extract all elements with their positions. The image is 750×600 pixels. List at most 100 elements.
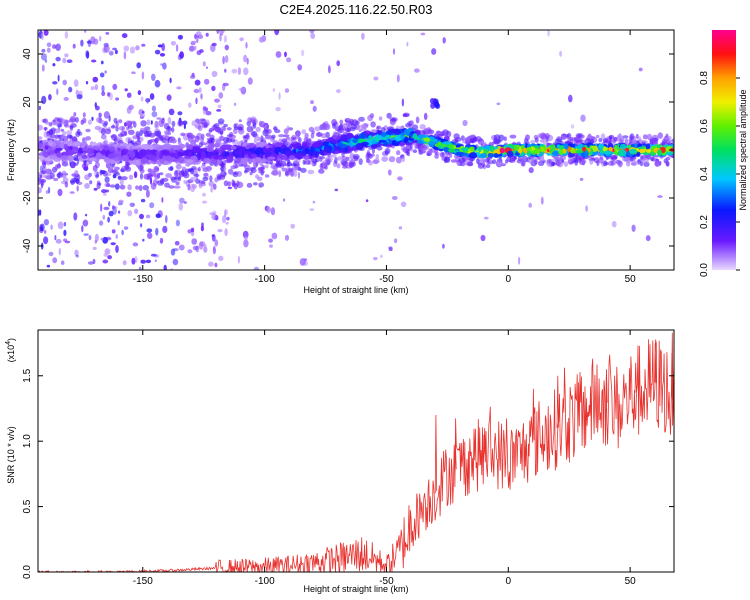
spectrogram-halo-blob bbox=[119, 184, 126, 190]
spectrogram-halo-blob bbox=[216, 173, 223, 179]
spectrogram-halo-blob bbox=[187, 134, 191, 138]
spectrogram-noise-blob bbox=[41, 53, 47, 61]
spectrogram-noise-blob bbox=[237, 67, 242, 75]
spectrogram-halo-blob bbox=[214, 126, 220, 133]
spectrogram-ridge-blob bbox=[629, 148, 637, 155]
spectrogram-noise-blob bbox=[46, 264, 51, 268]
spectrogram-halo-blob bbox=[270, 165, 277, 169]
spectrogram-halo-blob bbox=[278, 134, 285, 138]
spectrogram-ridge-blob bbox=[241, 147, 246, 153]
spectrogram-noise-blob bbox=[170, 248, 176, 256]
spectrogram-ridge-blob bbox=[213, 142, 221, 148]
spectrogram-noise-blob bbox=[210, 43, 216, 53]
spectrogram-halo-blob bbox=[349, 118, 355, 126]
spectrogram-ridge-blob bbox=[423, 137, 431, 142]
spectrogram-halo-blob bbox=[454, 137, 462, 142]
spectrogram-noise-blob bbox=[140, 259, 146, 264]
spectrogram-ridge-blob bbox=[81, 155, 88, 159]
spectrogram-halo-blob bbox=[589, 158, 594, 165]
spectrogram-halo-blob bbox=[104, 120, 109, 126]
spectrogram-noise-blob bbox=[208, 261, 214, 267]
spectrogram-noise-blob bbox=[73, 212, 78, 221]
spectrogram-noise-blob bbox=[41, 174, 45, 178]
spectrogram-noise-blob bbox=[195, 31, 202, 37]
spectrogram-noise-blob bbox=[38, 187, 42, 194]
spectrogram-ridge-blob bbox=[599, 149, 604, 153]
spectrogram-noise-blob bbox=[216, 30, 220, 34]
spectrogram-noise-blob bbox=[282, 198, 286, 202]
spectrogram-halo-blob bbox=[437, 133, 444, 137]
spectrogram-halo-blob bbox=[38, 172, 41, 177]
colorbar-tick-label: 0.4 bbox=[699, 167, 710, 181]
spectrogram-halo-blob bbox=[202, 176, 209, 182]
spectrogram-halo-blob bbox=[221, 126, 227, 132]
spectrogram-halo-blob bbox=[290, 163, 297, 167]
spectrogram-noise-blob bbox=[243, 67, 249, 76]
spectrogram-halo-blob bbox=[286, 136, 291, 140]
chart-title: C2E4.2025.116.22.50.R03 bbox=[280, 2, 433, 17]
spectrogram-noise-blob bbox=[150, 253, 157, 257]
spectrogram-ridge-blob bbox=[184, 149, 193, 154]
spectrogram-noise-blob bbox=[108, 210, 114, 217]
spectrogram-halo-blob bbox=[367, 114, 373, 122]
spectrogram-ridge-blob bbox=[49, 155, 58, 160]
colorbar-tick-label: 0.6 bbox=[699, 119, 710, 133]
spectrogram-noise-blob bbox=[579, 177, 584, 181]
spectrogram-halo-blob bbox=[120, 130, 127, 137]
spectrogram-noise-blob bbox=[84, 30, 87, 33]
spectrogram-halo-blob bbox=[370, 129, 375, 133]
spectrogram-halo-blob bbox=[298, 137, 302, 144]
spectrogram-noise-blob bbox=[222, 56, 225, 65]
spectrogram-noise-blob bbox=[66, 59, 73, 63]
spectrogram-noise-blob bbox=[165, 215, 168, 224]
spectrogram-halo-blob bbox=[211, 137, 215, 144]
spectrogram-noise-blob bbox=[60, 260, 65, 266]
spectrogram-noise-blob bbox=[528, 167, 534, 174]
spectrogram-ridge-blob bbox=[177, 151, 183, 157]
spectrogram-noise-blob bbox=[44, 229, 47, 234]
spectrogram-ridge-blob bbox=[192, 146, 201, 154]
spectrogram-ridge-blob bbox=[448, 147, 455, 153]
spectrogram-halo-blob bbox=[208, 129, 213, 133]
spectrogram-halo-blob bbox=[293, 170, 298, 177]
spectrogram-noise-blob bbox=[211, 70, 218, 78]
spectrogram-halo-blob bbox=[233, 123, 238, 129]
spectrogram-halo-blob bbox=[236, 181, 244, 188]
spectrogram-noise-blob bbox=[118, 210, 121, 214]
spectrogram-noise-blob bbox=[132, 242, 139, 247]
spectrogram-noise-blob bbox=[214, 262, 218, 268]
spectrogram-halo-blob bbox=[297, 167, 302, 171]
spectrogram-noise-blob bbox=[310, 100, 314, 105]
colorbar-gradient bbox=[712, 30, 736, 270]
spectrogram-halo-blob bbox=[318, 168, 325, 174]
spectrogram-noise-blob bbox=[94, 84, 99, 91]
spectrogram-ridge-blob bbox=[132, 160, 137, 165]
x-tick-label: -50 bbox=[379, 274, 394, 285]
spectrogram-noise-blob bbox=[218, 92, 224, 99]
spectrogram-noise-blob bbox=[284, 51, 287, 58]
spectrogram-noise-blob bbox=[202, 200, 207, 204]
spectrogram-noise-blob bbox=[225, 222, 229, 225]
spectrogram-noise-blob bbox=[46, 47, 51, 53]
spectrogram-ridge-blob bbox=[515, 152, 520, 156]
spectrogram-halo-blob bbox=[173, 170, 179, 177]
spectrogram-halo-blob bbox=[513, 155, 518, 160]
spectrogram-noise-blob bbox=[224, 228, 228, 237]
spectrogram-noise-blob bbox=[380, 254, 383, 258]
spectrogram-noise-blob bbox=[100, 203, 103, 212]
spectrogram-halo-blob bbox=[185, 162, 191, 167]
spectrogram-ridge-blob bbox=[569, 149, 578, 154]
spectrogram-ridge-blob bbox=[47, 139, 53, 147]
spectrogram-noise-blob bbox=[123, 45, 130, 52]
spectrogram-noise-blob bbox=[101, 91, 106, 97]
spectrogram-noise-blob bbox=[103, 206, 110, 211]
spectrogram-noise-blob bbox=[373, 76, 379, 81]
spectrogram-halo-blob bbox=[303, 160, 311, 165]
spectrogram-noise-blob bbox=[202, 192, 206, 197]
spectrogram-noise-blob bbox=[297, 171, 301, 179]
spectrogram-noise-blob bbox=[214, 239, 219, 247]
spectrogram-noise-blob bbox=[52, 63, 56, 67]
spectrogram-ridge-blob bbox=[487, 152, 494, 158]
spectrogram-halo-blob bbox=[169, 137, 176, 143]
spectrogram-halo-blob bbox=[419, 130, 426, 136]
